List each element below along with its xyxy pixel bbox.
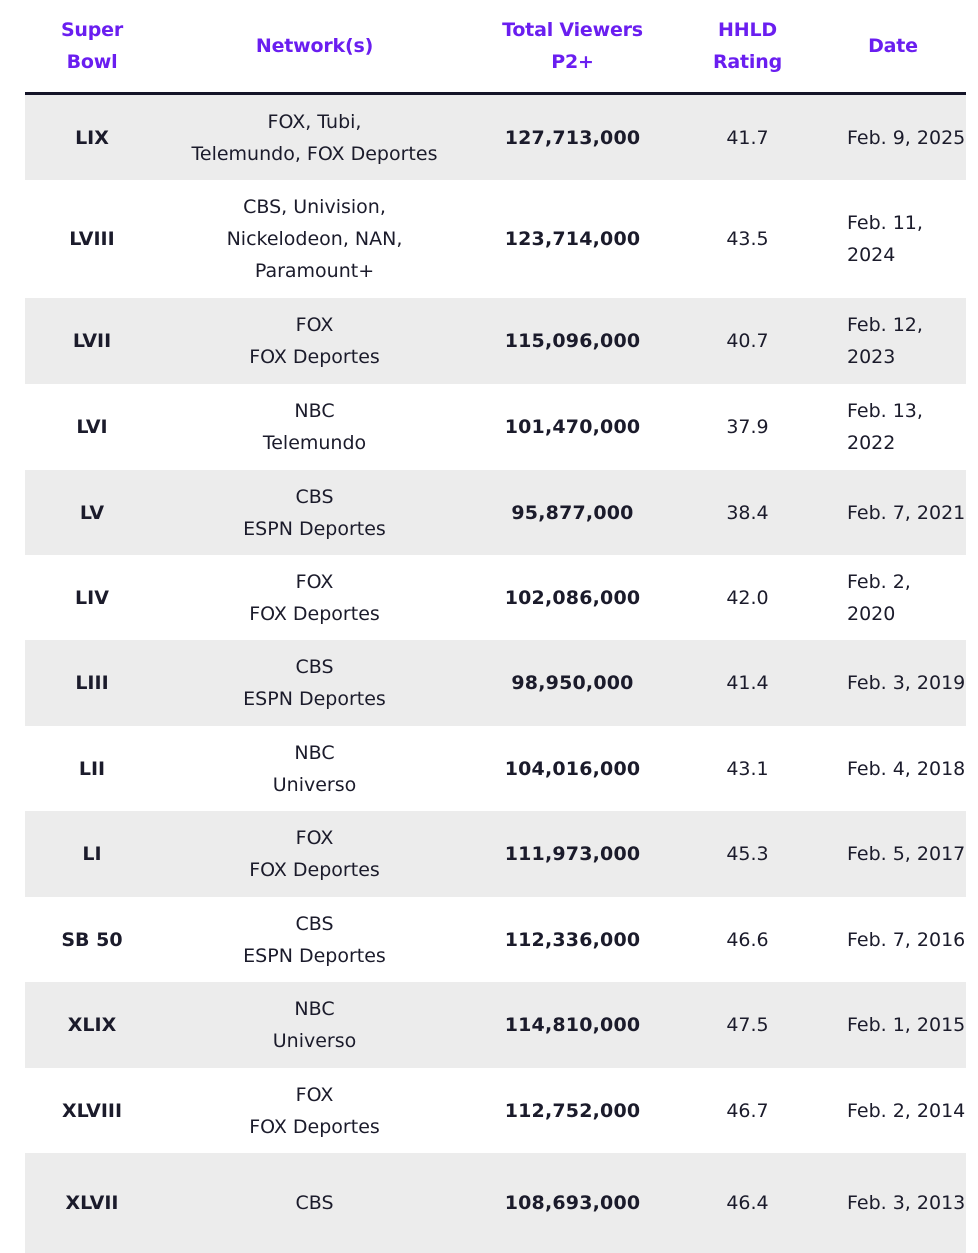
- date-cell: Feb. 13, 2022: [847, 400, 923, 454]
- total-viewers-cell: 108,693,000: [504, 1192, 641, 1214]
- total-viewers-cell: 101,470,000: [504, 416, 641, 438]
- date-cell: Feb. 2, 2014: [847, 1099, 966, 1122]
- super-bowl-cell: XLVIII: [61, 1099, 123, 1122]
- super-bowl-cell: LII: [78, 757, 106, 780]
- super-bowl-cell: LVIII: [69, 228, 115, 250]
- hhld-rating-cell: 40.7: [726, 330, 769, 352]
- hhld-rating-cell: 43.5: [726, 228, 769, 250]
- total-viewers-cell: 98,950,000: [511, 672, 634, 694]
- table-row: LV CBS ESPN Deportes 95,877,000 38.4 Feb. 7,…: [25, 470, 966, 555]
- super-bowl-cell: LIV: [75, 586, 109, 609]
- total-viewers-cell: 111,973,000: [504, 843, 641, 865]
- total-viewers-cell: 112,752,000: [504, 1099, 641, 1122]
- total-viewers-cell: 95,877,000: [511, 501, 634, 524]
- date-cell: Feb. 12, 2023: [847, 314, 923, 368]
- hhld-rating-cell: 46.6: [726, 928, 769, 951]
- table-row: XLIX NBC Universo 114,810,000 47.5 Feb. 1, 2…: [25, 982, 966, 1068]
- date-cell: Feb. 2, 2020: [847, 570, 911, 625]
- super-bowl-cell: LIX: [75, 126, 109, 149]
- table-header: Super Bowl Network(s) Total Viewers P2+ …: [25, 0, 966, 95]
- super-bowl-cell: LVII: [72, 330, 112, 352]
- header-super-bowl: Super Bowl: [60, 19, 124, 73]
- table-row: LI FOX FOX Deportes 111,973,000 45.3 Feb. 5,…: [25, 811, 966, 897]
- hhld-rating-cell: 42.0: [726, 586, 769, 609]
- total-viewers-cell: 114,810,000: [504, 1014, 641, 1036]
- viewership-table: Super Bowl Network(s) Total Viewers P2+ …: [25, 0, 966, 1253]
- super-bowl-cell: LVI: [76, 416, 108, 438]
- hhld-rating-cell: 46.4: [726, 1192, 769, 1214]
- super-bowl-cell: LIII: [75, 672, 109, 694]
- networks-cell: CBS ESPN Deportes: [243, 912, 386, 967]
- table-row: LIII CBS ESPN Deportes 98,950,000 41.4 Feb. …: [25, 640, 966, 726]
- date-cell: Feb. 4, 2018: [847, 757, 966, 780]
- date-cell: Feb. 11, 2024: [847, 212, 923, 266]
- hhld-rating-cell: 43.1: [726, 757, 769, 780]
- networks-cell: CBS ESPN Deportes: [243, 485, 386, 540]
- hhld-rating-cell: 37.9: [726, 416, 769, 438]
- networks-cell: CBS, Univision, Nickelodeon, NAN, Paramo…: [226, 196, 403, 282]
- date-cell: Feb. 9, 2025: [847, 126, 966, 149]
- date-cell: Feb. 5, 2017: [847, 843, 966, 865]
- networks-cell: CBS ESPN Deportes: [243, 656, 386, 710]
- table-row: SB 50 CBS ESPN Deportes 112,336,000 46.6 Feb…: [25, 897, 966, 982]
- total-viewers-cell: 104,016,000: [504, 757, 641, 780]
- networks-cell: FOX FOX Deportes: [249, 570, 380, 625]
- total-viewers-cell: 123,714,000: [504, 228, 641, 250]
- header-total-viewers: Total Viewers P2+: [502, 19, 643, 73]
- hhld-rating-cell: 41.7: [726, 126, 769, 149]
- super-bowl-cell: SB 50: [61, 928, 123, 951]
- table-row: LII NBC Universo 104,016,000 43.1 Feb. 4, 20…: [25, 726, 966, 811]
- super-bowl-cell: XLIX: [67, 1014, 117, 1036]
- table-row: LVII FOX FOX Deportes 115,096,000 40.7 Feb. …: [25, 298, 966, 384]
- table-row: LVI NBC Telemundo 101,470,000 37.9 Feb. 13, …: [25, 384, 966, 470]
- hhld-rating-cell: 45.3: [726, 843, 769, 865]
- table-row: XLVIII FOX FOX Deportes 112,752,000 46.7 Feb…: [25, 1068, 966, 1153]
- date-cell: Feb. 3, 2013: [847, 1192, 966, 1214]
- hhld-rating-cell: 46.7: [726, 1099, 769, 1122]
- table-row: LIX FOX, Tubi, Telemundo, FOX Deportes 127…: [25, 95, 966, 180]
- networks-cell: FOX, Tubi, Telemundo, FOX Deportes: [191, 110, 438, 165]
- hhld-rating-cell: 41.4: [726, 672, 769, 694]
- date-cell: Feb. 3, 2019: [847, 672, 966, 694]
- super-bowl-cell: LI: [82, 843, 102, 865]
- hhld-rating-cell: 38.4: [726, 501, 769, 524]
- super-bowl-cell: LV: [79, 501, 105, 524]
- networks-cell: NBC Universo: [272, 741, 357, 796]
- table-body: LIX FOX, Tubi, Telemundo, FOX Deportes 127…: [25, 95, 966, 1253]
- networks-cell: CBS: [295, 1192, 334, 1214]
- date-cell: Feb. 1, 2015: [847, 1014, 966, 1036]
- date-cell: Feb. 7, 2016: [847, 928, 966, 951]
- super-bowl-cell: XLVII: [65, 1192, 119, 1214]
- header-hhld-rating: HHLD Rating: [713, 19, 782, 73]
- date-cell: Feb. 7, 2021: [847, 501, 966, 524]
- total-viewers-cell: 112,336,000: [504, 928, 641, 951]
- networks-cell: FOX FOX Deportes: [249, 1083, 380, 1138]
- networks-cell: NBC Telemundo: [262, 400, 367, 454]
- hhld-rating-cell: 47.5: [726, 1014, 769, 1036]
- table-row: LIV FOX FOX Deportes 102,086,000 42.0 Feb. 2…: [25, 555, 966, 640]
- total-viewers-cell: 127,713,000: [504, 126, 641, 149]
- networks-cell: FOX FOX Deportes: [249, 314, 380, 368]
- total-viewers-cell: 102,086,000: [504, 586, 641, 609]
- total-viewers-cell: 115,096,000: [504, 330, 641, 352]
- header-date: Date: [868, 35, 918, 57]
- header-networks: Network(s): [255, 35, 374, 57]
- networks-cell: FOX FOX Deportes: [249, 827, 380, 881]
- table-row: LVIII CBS, Univision, Nickelodeon, NAN, P…: [25, 180, 966, 298]
- table-row: XLVII CBS 108,693,000 46.4 Feb. 3, 2013: [25, 1153, 966, 1253]
- networks-cell: NBC Universo: [272, 998, 357, 1052]
